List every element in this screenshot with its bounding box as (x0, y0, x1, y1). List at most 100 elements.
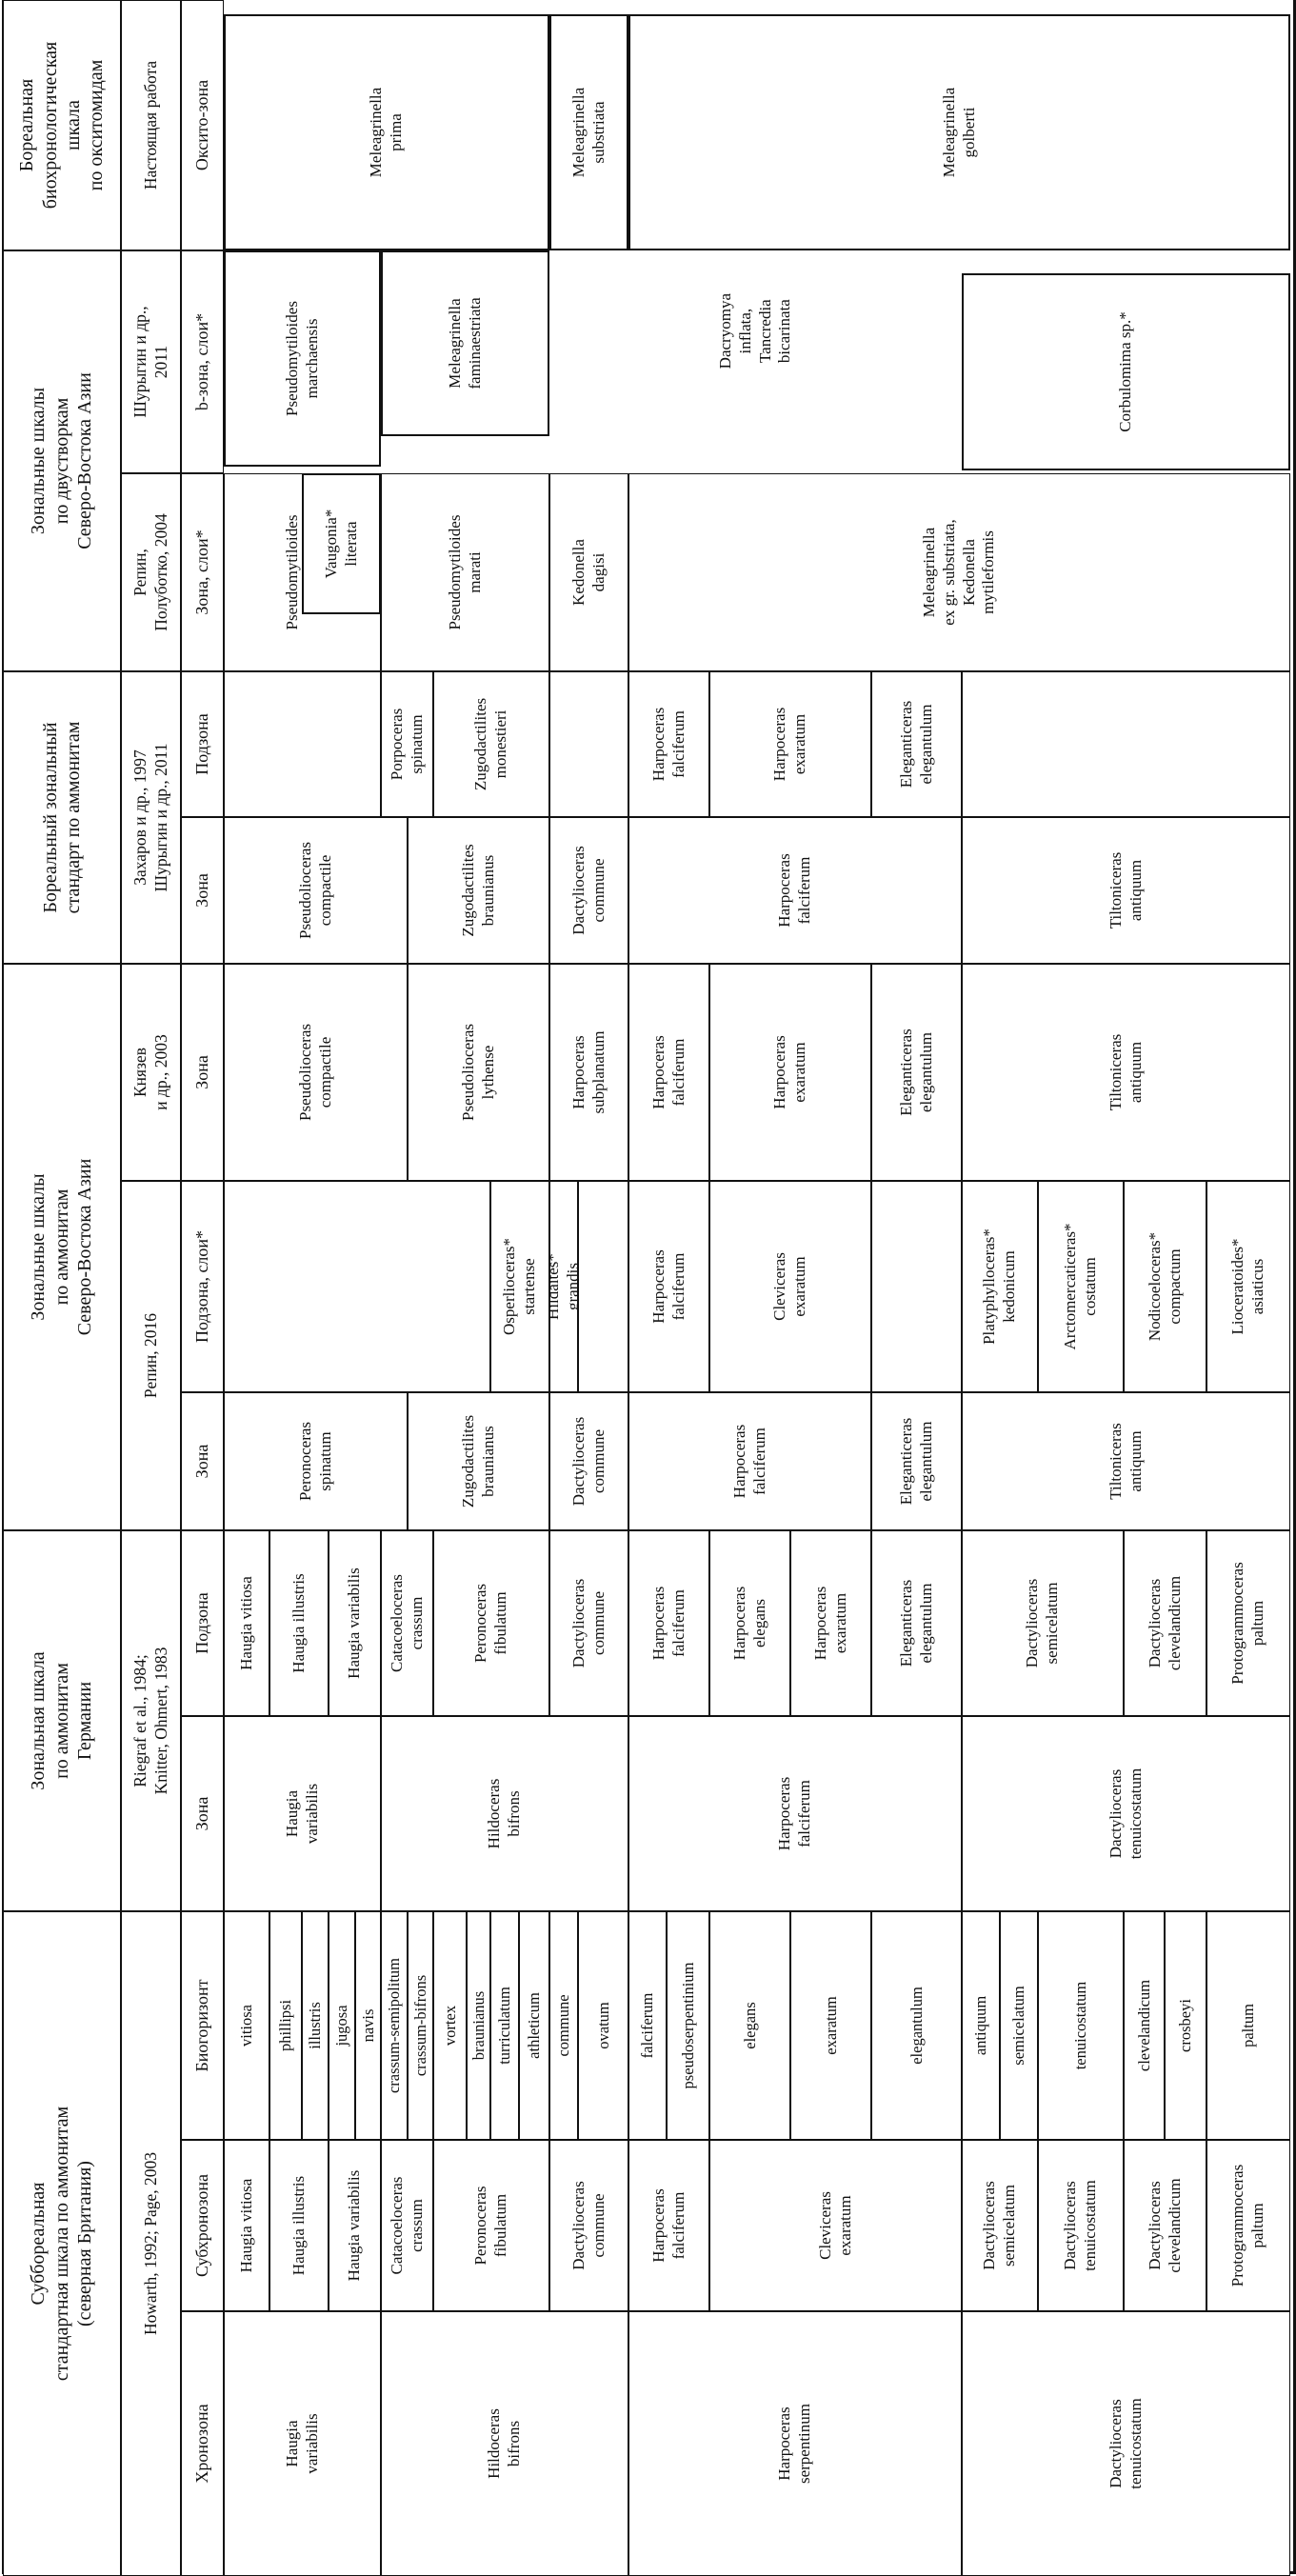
author-cell-a-howarth: Howarth, 1992; Page, 2003 (121, 1911, 181, 2576)
zone-cell: Dactylioceras semicelatum (962, 2140, 1038, 2311)
zone-cell: Osperlioceras* startense (490, 1181, 549, 1392)
group-header-g-ne-asia-ammonites: Зональные шкалы по аммонитам Северо-Вост… (3, 964, 121, 1530)
zone-cell: Protogrammoceras paltum (1206, 1530, 1290, 1716)
zone-cell: Eleganticeras elegantulum (871, 1392, 962, 1530)
biohorizon-cell: navis (355, 1911, 381, 2140)
group-header-g-oxytomids: Бореальная биохронологическая шкала по о… (3, 0, 121, 250)
group-header-g-germany: Зональная шкала по аммонитам Германии (3, 1530, 121, 1911)
biohorizon-cell: tenuicostatum (1038, 1911, 1124, 2140)
zone-cell: Peronoceras fibulatum (433, 1530, 549, 1716)
bed-box: Corbulomima sp.* (962, 273, 1290, 470)
biohorizon-cell: crassum-semipolitum (381, 1911, 408, 2140)
scale-type-cell-G2: Зона (181, 1716, 224, 1911)
zone-cell: Harpoceras falciferum (628, 1716, 962, 1911)
empty-cell (578, 1181, 628, 1392)
zone-text: Dacryomya inflata, Tancredia bicarinata (549, 250, 962, 473)
zone-cell: Eleganticeras elegantulum (871, 671, 962, 817)
zone-cell: Lioceratoides* asiaticus (1206, 1181, 1290, 1392)
zone-cell: Haugia illustris (269, 1530, 329, 1716)
zone-cell: Catacoeloceras crassum (381, 2140, 433, 2311)
scale-type-cell-F2: Зона (181, 1392, 224, 1530)
zone-cell: Harpoceras falciferum (628, 671, 709, 817)
author-cell-a-repin-polubotko: Репин, Полуботко, 2004 (121, 473, 181, 671)
biohorizon-cell: vortex (433, 1911, 467, 2140)
biohorizon-cell: elegans (709, 1911, 790, 2140)
scale-type-cell-D1: Подзона (181, 671, 224, 817)
biohorizon-cell: jugosa (329, 1911, 355, 2140)
bed-box: Meleagrinella substriata (549, 14, 628, 250)
zone-cell: Arctomercaticeras* costatum (1038, 1181, 1124, 1392)
empty-cell (871, 1181, 962, 1392)
zone-cell: Haugia vitiosa (224, 1530, 269, 1716)
zone-cell: Haugia variabilis (224, 1716, 381, 1911)
bed-box: Vaugonia* literata (302, 473, 381, 614)
zone-cell: Harpoceras falciferum (628, 1181, 709, 1392)
biohorizon-cell: exaratum (790, 1911, 871, 2140)
empty-cell (962, 671, 1290, 817)
group-header-g-boreal-standard: Бореальный зональный стандарт по аммонит… (3, 671, 121, 964)
empty-cell (549, 671, 628, 817)
zone-cell: Haugia variabilis (224, 2311, 381, 2576)
zone-cell: Harpoceras exaratum (709, 964, 871, 1181)
zone-cell: Harpoceras elegans (709, 1530, 790, 1716)
zone-cell: Dactylioceras semicelatum (962, 1530, 1124, 1716)
zone-cell: Cleviceras exaratum (709, 1181, 871, 1392)
biohorizon-cell: ovatum (578, 1911, 628, 2140)
biohorizon-cell: commune (549, 1911, 578, 2140)
zone-cell: Zugodactilites braunianus (408, 817, 549, 964)
scale-type-cell-H3: Хронозона (181, 2311, 224, 2576)
zone-cell: Harpoceras falciferum (628, 817, 962, 964)
zone-cell: Harpoceras exaratum (709, 671, 871, 817)
zone-cell: Eleganticeras elegantulum (871, 964, 962, 1181)
zone-cell: Dactylioceras commune (549, 2140, 628, 2311)
zone-cell: Harpoceras subplanatum (549, 964, 628, 1181)
zone-cell: Peronoceras spinatum (224, 1392, 408, 1530)
author-cell-a-this-work: Настоящая работа (121, 0, 181, 250)
zone-cell: Catacoeloceras crassum (381, 1530, 433, 1716)
empty-cell (224, 1181, 490, 1392)
zone-cell: Haugia vitiosa (224, 2140, 269, 2311)
zone-cell: Zugodactilites braunianus (408, 1392, 549, 1530)
scale-type-cell-D2: Зона (181, 817, 224, 964)
biohorizon-cell: paltum (1206, 1911, 1290, 2140)
zone-cell: Meleagrinella ex gr. substriata, Kedonel… (628, 473, 1290, 671)
biohorizon-cell: turriculatum (490, 1911, 519, 2140)
zone-cell: Harpoceras falciferum (628, 1392, 871, 1530)
zone-cell: Dactylioceras clevelandicum (1124, 2140, 1206, 2311)
biohorizon-cell: antiquum (962, 1911, 1000, 2140)
biohorizon-cell: illustris (302, 1911, 329, 2140)
group-header-g-british: Суббореальная стандартная шкала по аммон… (3, 1911, 121, 2576)
zone-cell: Nodicoeloceras* compactum (1124, 1181, 1206, 1392)
zone-cell: Harpoceras exaratum (790, 1530, 871, 1716)
zone-cell: Hildaites* grandis (549, 1181, 578, 1392)
zone-cell: Protogrammoceras paltum (1206, 2140, 1290, 2311)
author-cell-a-zakharov: Захаров и др., 1997 Шурыгин и др., 2011 (121, 671, 181, 964)
zone-cell: Kedonella dagisi (549, 473, 628, 671)
zone-cell: Hildoceras bifrons (381, 1716, 628, 1911)
zone-cell: Tiltoniceras antiquum (962, 817, 1290, 964)
biohorizon-cell: braunianus (467, 1911, 490, 2140)
zone-cell: Haugia variabilis (329, 1530, 381, 1716)
bed-box: Meleagrinella golberti (628, 14, 1290, 250)
bed-box: Pseudomytiloides marchaensis (224, 250, 381, 467)
zone-cell: Eleganticeras elegantulum (871, 1530, 962, 1716)
biohorizon-cell: clevelandicum (1124, 1911, 1165, 2140)
scale-type-cell-E: Зона (181, 964, 224, 1181)
biohorizon-cell: crassum-bifrons (408, 1911, 433, 2140)
scale-type-cell-B: b-зона, слои* (181, 250, 224, 473)
zone-cell: Dactylioceras commune (549, 1392, 628, 1530)
biohorizon-cell: elegantulum (871, 1911, 962, 2140)
zone-cell: Dactylioceras tenuicostatum (962, 1716, 1290, 1911)
biohorizon-cell: semicelatum (1000, 1911, 1038, 2140)
biohorizon-cell: falciferum (628, 1911, 667, 2140)
scale-type-cell-G1: Подзона (181, 1530, 224, 1716)
zone-cell: Pseudomytiloides marati (381, 473, 549, 671)
zone-cell: Porpoceras spinatum (381, 671, 433, 817)
scale-type-cell-H1: Биогоризонт (181, 1911, 224, 2140)
author-cell-a-riegraf: Riegraf et al., 1984; Knitter, Ohmert, 1… (121, 1530, 181, 1911)
empty-cell (224, 671, 381, 817)
zone-cell: Dactylioceras clevelandicum (1124, 1530, 1206, 1716)
group-header-g-bivalves: Зональные шкалы по двустворкам Северо-Во… (3, 250, 121, 671)
